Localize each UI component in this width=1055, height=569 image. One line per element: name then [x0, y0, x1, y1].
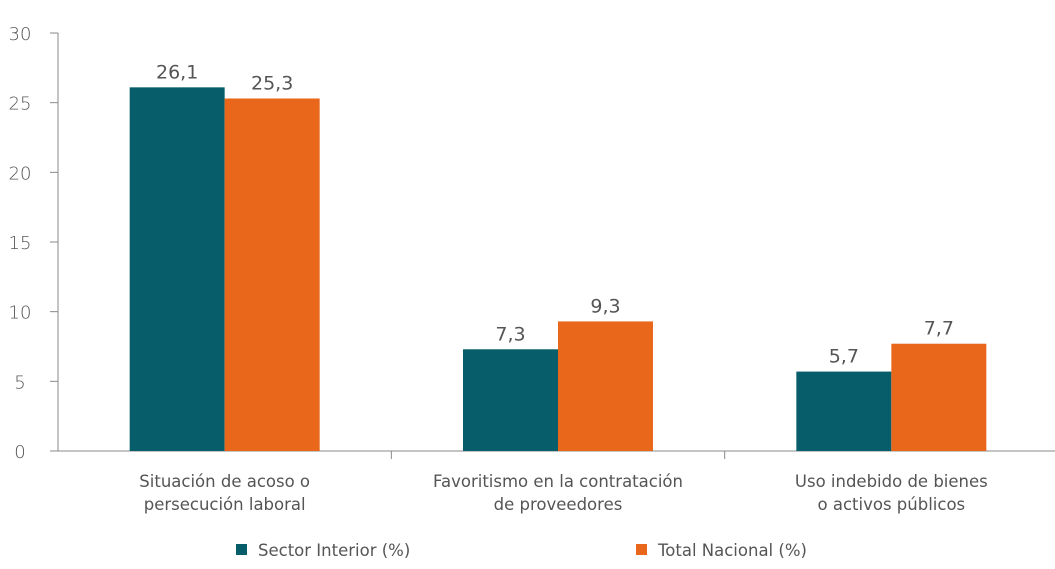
y-tick-label: 0 [14, 442, 25, 463]
y-tick-label: 10 [9, 303, 32, 324]
x-category-label-line: Favoritismo en la contratación [433, 472, 683, 491]
data-label: 9,3 [590, 295, 620, 317]
y-tick-label: 15 [9, 233, 32, 254]
bar-sector-interior [796, 371, 892, 451]
y-tick-label: 5 [14, 372, 25, 393]
legend-label: Total Nacional (%) [657, 541, 807, 560]
legend-swatch [636, 544, 647, 555]
y-axis-ticks: 0 5 10 15 20 25 30 [9, 24, 58, 463]
bar-total-nacional [224, 98, 320, 451]
legend-label: Sector Interior (%) [258, 541, 410, 560]
data-label: 25,3 [251, 72, 293, 94]
x-category-label-line: de proveedores [494, 495, 623, 514]
data-labels: 26,1 25,3 7,3 9,3 5,7 7,7 [156, 61, 954, 367]
x-category-label: Uso indebido de bienes o activos públicos [795, 472, 988, 514]
bar-sector-interior [463, 349, 558, 451]
x-category-label-line: persecución laboral [144, 495, 306, 514]
x-category-label-line: Situación de acoso o [139, 472, 310, 491]
x-category-label-line: o activos públicos [818, 495, 966, 514]
data-label: 7,3 [495, 323, 525, 345]
bar-sector-interior [129, 87, 225, 451]
x-category-label: Favoritismo en la contratación de proveed… [433, 472, 683, 514]
bar-total-nacional [891, 343, 987, 451]
y-tick-label: 30 [9, 24, 32, 45]
data-label: 7,7 [924, 318, 954, 340]
legend-swatch [236, 544, 247, 555]
x-category-label-line: Uso indebido de bienes [795, 472, 988, 491]
data-label: 26,1 [156, 61, 198, 83]
y-tick-label: 20 [9, 163, 32, 184]
category-labels: Situación de acoso o persecución laboral F… [139, 472, 987, 514]
bar-total-nacional [558, 321, 653, 451]
legend: Sector Interior (%) Total Nacional (%) [236, 541, 807, 560]
y-tick-label: 25 [9, 94, 32, 115]
bars [129, 87, 987, 451]
data-label: 5,7 [829, 346, 859, 368]
x-category-label: Situación de acoso o persecución laboral [139, 472, 310, 514]
